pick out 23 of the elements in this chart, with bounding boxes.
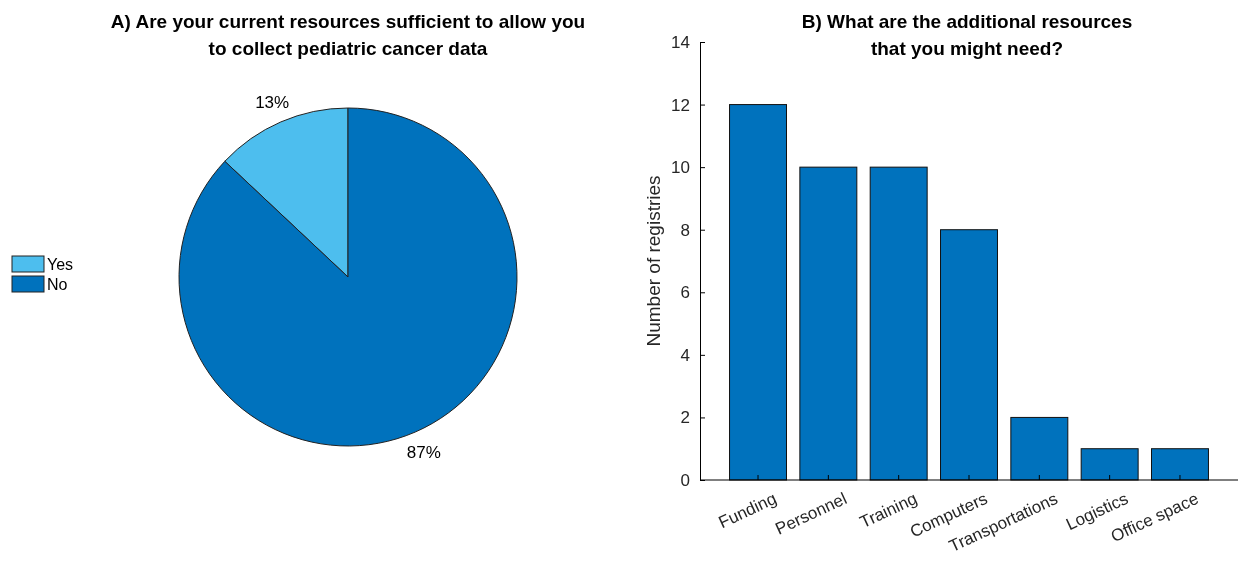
bar xyxy=(940,229,998,481)
bar xyxy=(1080,448,1139,481)
y-axis-title: Number of registries xyxy=(643,175,664,347)
chart-title: A) Are your current resources sufficient to allow you to collect pediatric cancer data xyxy=(110,11,586,59)
chart-title: B) What are the additional resources that you might need? xyxy=(801,11,1133,59)
bar xyxy=(1151,448,1209,481)
y-tick-label: 4 xyxy=(680,345,690,365)
data-label: 13% xyxy=(255,92,290,112)
y-tick-label: 12 xyxy=(671,95,690,115)
data-label: 87% xyxy=(406,443,441,463)
bar xyxy=(1010,416,1069,481)
bar xyxy=(799,166,858,481)
legend-label: Yes xyxy=(47,256,74,273)
legend-label: No xyxy=(47,276,68,293)
bar xyxy=(729,104,787,481)
y-tick-label: 0 xyxy=(680,470,690,490)
pie-slice xyxy=(178,107,518,447)
y-tick-label: 6 xyxy=(680,283,690,303)
y-tick-label: 14 xyxy=(671,32,690,52)
bar xyxy=(869,166,928,481)
y-tick-label: 10 xyxy=(671,158,690,178)
y-tick-label: 8 xyxy=(680,220,690,240)
y-tick-label: 2 xyxy=(680,408,690,428)
